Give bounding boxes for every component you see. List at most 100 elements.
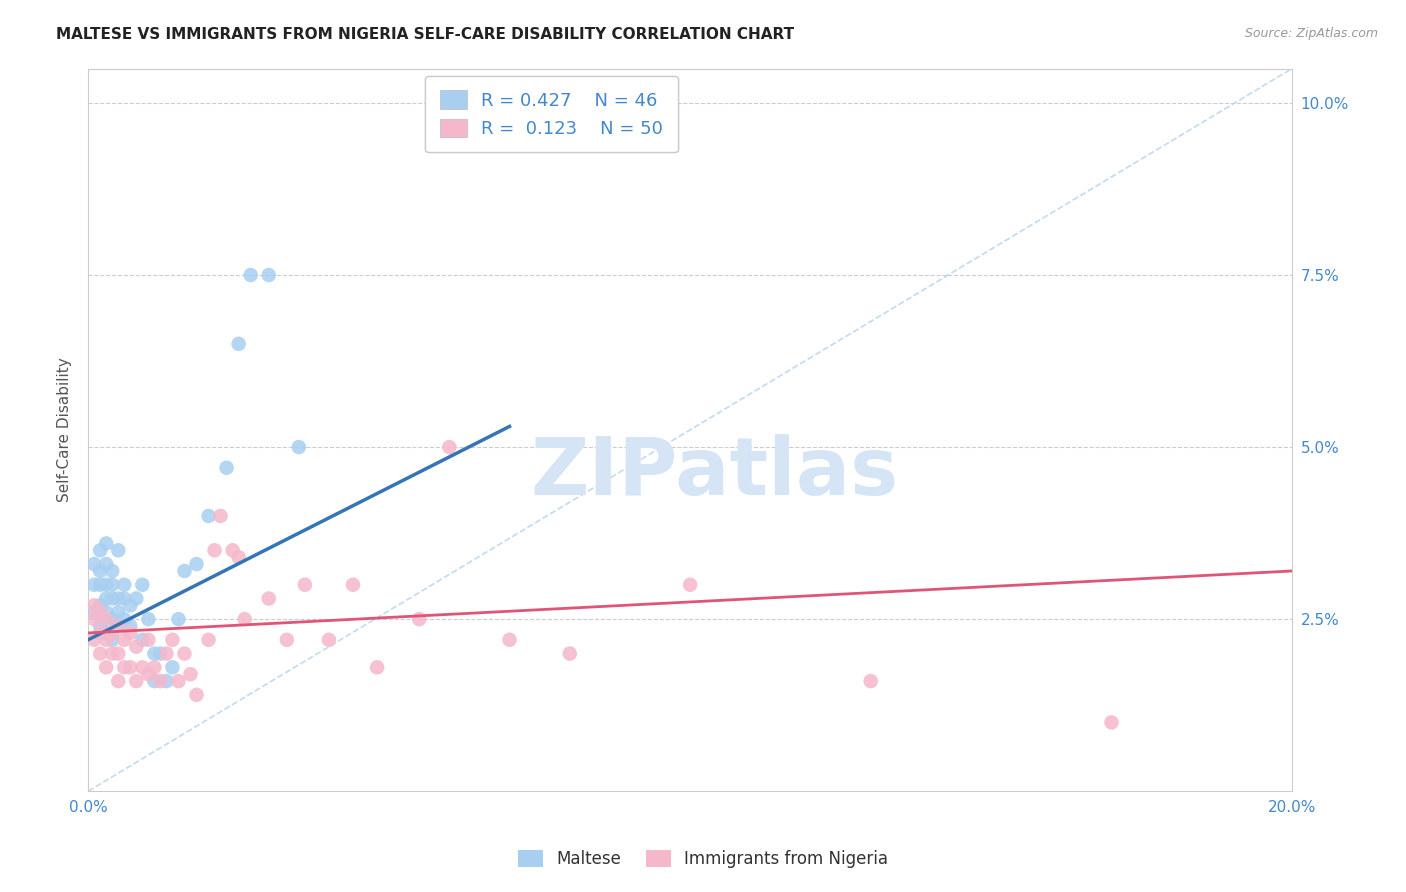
Point bbox=[83, 599, 105, 613]
Point bbox=[125, 591, 148, 606]
Point bbox=[112, 612, 135, 626]
Legend: R = 0.427    N = 46, R =  0.123    N = 50: R = 0.427 N = 46, R = 0.123 N = 50 bbox=[425, 76, 678, 153]
Point bbox=[125, 640, 148, 654]
Point bbox=[149, 647, 172, 661]
Point bbox=[131, 632, 153, 647]
Point bbox=[83, 578, 105, 592]
Point bbox=[215, 460, 238, 475]
Point bbox=[107, 605, 129, 619]
Point bbox=[257, 591, 280, 606]
Point bbox=[89, 599, 111, 613]
Point bbox=[112, 660, 135, 674]
Point bbox=[120, 626, 142, 640]
Point bbox=[101, 578, 124, 592]
Point bbox=[83, 612, 105, 626]
Text: Source: ZipAtlas.com: Source: ZipAtlas.com bbox=[1244, 27, 1378, 40]
Point bbox=[859, 674, 882, 689]
Point bbox=[228, 550, 250, 565]
Point bbox=[179, 667, 201, 681]
Point bbox=[131, 660, 153, 674]
Point bbox=[143, 647, 166, 661]
Point bbox=[107, 619, 129, 633]
Point bbox=[89, 605, 111, 619]
Point bbox=[96, 591, 118, 606]
Point bbox=[149, 674, 172, 689]
Point bbox=[162, 632, 184, 647]
Point bbox=[162, 660, 184, 674]
Point bbox=[186, 688, 208, 702]
Point bbox=[101, 612, 124, 626]
Point bbox=[679, 578, 702, 592]
Point bbox=[107, 619, 129, 633]
Point bbox=[101, 626, 124, 640]
Point bbox=[342, 578, 364, 592]
Point bbox=[167, 674, 190, 689]
Point bbox=[96, 557, 118, 571]
Point bbox=[96, 536, 118, 550]
Point bbox=[138, 632, 160, 647]
Point bbox=[143, 674, 166, 689]
Point bbox=[173, 564, 195, 578]
Point bbox=[155, 647, 177, 661]
Point bbox=[101, 564, 124, 578]
Point bbox=[83, 557, 105, 571]
Point bbox=[83, 605, 105, 619]
Point bbox=[233, 612, 256, 626]
Point bbox=[276, 632, 298, 647]
Point bbox=[366, 660, 388, 674]
Point bbox=[89, 578, 111, 592]
Point bbox=[107, 647, 129, 661]
Text: MALTESE VS IMMIGRANTS FROM NIGERIA SELF-CARE DISABILITY CORRELATION CHART: MALTESE VS IMMIGRANTS FROM NIGERIA SELF-… bbox=[56, 27, 794, 42]
Point bbox=[221, 543, 243, 558]
Point bbox=[107, 591, 129, 606]
Legend: Maltese, Immigrants from Nigeria: Maltese, Immigrants from Nigeria bbox=[510, 843, 896, 875]
Point bbox=[96, 612, 118, 626]
Point bbox=[112, 591, 135, 606]
Point bbox=[120, 599, 142, 613]
Point bbox=[138, 667, 160, 681]
Point bbox=[239, 268, 262, 282]
Point bbox=[96, 578, 118, 592]
Point bbox=[155, 674, 177, 689]
Point bbox=[131, 578, 153, 592]
Point bbox=[125, 674, 148, 689]
Point bbox=[96, 660, 118, 674]
Point bbox=[439, 440, 461, 454]
Point bbox=[89, 564, 111, 578]
Point bbox=[197, 508, 219, 523]
Point bbox=[96, 632, 118, 647]
Point bbox=[120, 660, 142, 674]
Point bbox=[101, 591, 124, 606]
Point bbox=[209, 508, 232, 523]
Point bbox=[89, 647, 111, 661]
Point bbox=[96, 605, 118, 619]
Point bbox=[294, 578, 316, 592]
Point bbox=[120, 619, 142, 633]
Point bbox=[173, 647, 195, 661]
Point bbox=[101, 647, 124, 661]
Point bbox=[186, 557, 208, 571]
Point bbox=[112, 578, 135, 592]
Y-axis label: Self-Care Disability: Self-Care Disability bbox=[58, 358, 72, 502]
Point bbox=[228, 336, 250, 351]
Point bbox=[288, 440, 311, 454]
Point bbox=[143, 660, 166, 674]
Point bbox=[558, 647, 581, 661]
Point bbox=[1101, 715, 1123, 730]
Point bbox=[167, 612, 190, 626]
Point bbox=[107, 543, 129, 558]
Point bbox=[197, 632, 219, 647]
Point bbox=[101, 632, 124, 647]
Point bbox=[89, 619, 111, 633]
Point bbox=[408, 612, 430, 626]
Point bbox=[498, 632, 520, 647]
Point bbox=[138, 612, 160, 626]
Point bbox=[83, 632, 105, 647]
Point bbox=[204, 543, 226, 558]
Point bbox=[89, 626, 111, 640]
Point bbox=[112, 632, 135, 647]
Point bbox=[107, 674, 129, 689]
Point bbox=[257, 268, 280, 282]
Point bbox=[89, 543, 111, 558]
Point bbox=[96, 626, 118, 640]
